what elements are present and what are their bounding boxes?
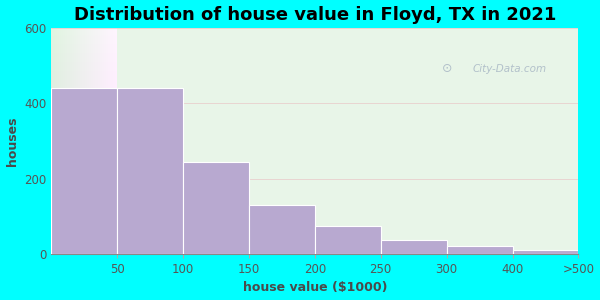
Y-axis label: houses: houses — [5, 116, 19, 166]
Bar — [381, 239, 446, 254]
Bar — [512, 250, 578, 254]
Bar — [446, 246, 512, 254]
Bar — [315, 226, 381, 254]
Title: Distribution of house value in Floyd, TX in 2021: Distribution of house value in Floyd, TX… — [74, 6, 556, 24]
X-axis label: house value ($1000): house value ($1000) — [242, 281, 387, 294]
Bar — [51, 88, 117, 254]
Bar — [249, 205, 315, 254]
Text: ⊙: ⊙ — [442, 62, 452, 75]
Bar — [183, 162, 249, 254]
Text: City-Data.com: City-Data.com — [473, 64, 547, 74]
Bar — [117, 88, 183, 254]
